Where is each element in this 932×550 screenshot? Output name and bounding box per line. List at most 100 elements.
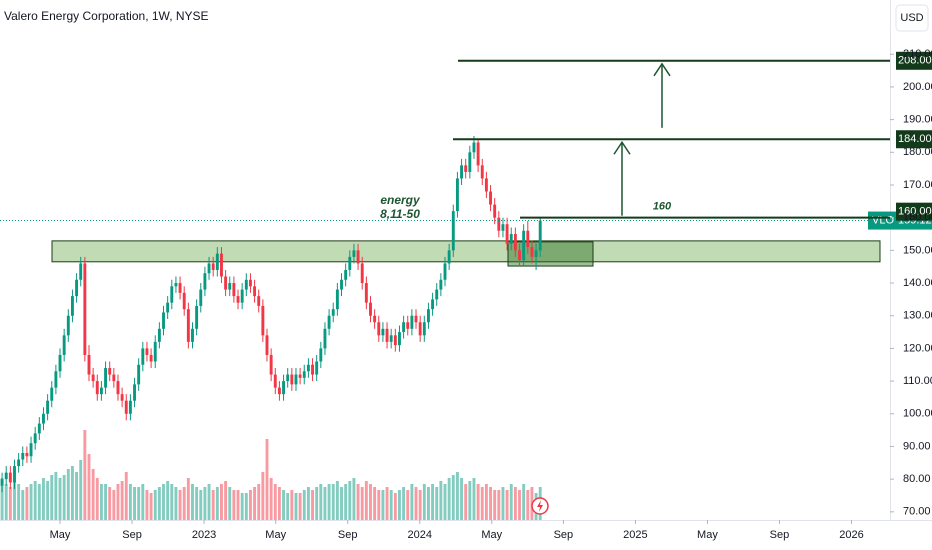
candle-body — [120, 394, 124, 401]
volume-bar — [476, 484, 480, 520]
volume-bar — [261, 472, 265, 520]
candle-body — [50, 387, 54, 401]
volume-bar — [66, 469, 70, 520]
volume-bar — [377, 490, 381, 520]
candle-body — [315, 361, 319, 375]
volume-bar — [104, 484, 108, 520]
volume-bar — [62, 475, 66, 520]
overlay-layer: VLO159.12208.00184.00160.00160energy8,11… — [0, 51, 932, 230]
x-tick-label: May — [265, 529, 286, 541]
volume-bar — [522, 484, 526, 520]
arrow-head — [613, 140, 631, 155]
volume-bar — [253, 487, 257, 520]
volume-bar — [166, 481, 170, 520]
candle-body — [447, 250, 451, 264]
candle-body — [42, 413, 45, 424]
candle-body — [393, 335, 397, 346]
candle-body — [153, 341, 157, 362]
volume-bar — [348, 481, 352, 520]
candle-body — [352, 250, 356, 257]
candle-body — [29, 443, 33, 457]
support-zone — [507, 241, 594, 267]
volume-bar — [273, 484, 277, 520]
candle-body — [186, 309, 190, 342]
candle-body — [344, 269, 348, 280]
volume-bar — [8, 487, 12, 520]
candle-body — [406, 322, 410, 329]
volume-bar — [137, 487, 141, 520]
volume-bar — [33, 481, 37, 520]
candle-body — [0, 479, 4, 486]
volume-bar — [149, 493, 153, 520]
volume-bar — [340, 487, 343, 520]
y-tick-label: 140.00 — [903, 277, 932, 289]
level-box — [896, 130, 932, 149]
candle-body — [199, 289, 203, 306]
volume-bar — [364, 481, 368, 520]
currency-button[interactable] — [895, 4, 929, 32]
y-tick-label: 160.00 — [903, 212, 932, 224]
volume-bar — [439, 481, 443, 520]
volume-bar — [277, 487, 281, 520]
volume-bar — [162, 484, 165, 520]
candle-body — [145, 348, 149, 355]
volume-bar — [402, 487, 406, 520]
candle-body — [273, 374, 277, 388]
candle-body — [455, 178, 459, 212]
candle-body — [104, 368, 108, 388]
volume-bar — [286, 493, 290, 520]
volume-bar — [50, 475, 54, 520]
candle-body — [530, 247, 534, 257]
candle-body — [306, 364, 310, 372]
volume-bar — [0, 478, 4, 520]
volume-bar — [124, 472, 128, 520]
volume-bar — [410, 484, 414, 520]
volume-bar — [327, 484, 331, 520]
candle-body — [493, 204, 497, 218]
volume-bar — [174, 487, 178, 520]
x-tick-label: Sep — [122, 529, 142, 541]
candle-body — [451, 211, 455, 251]
volume-bar — [526, 490, 530, 520]
volume-bar — [315, 487, 319, 520]
candle-body — [25, 452, 29, 457]
candle-body — [265, 335, 269, 355]
candle-body — [75, 279, 79, 297]
annotation-text: energy — [380, 193, 421, 207]
candle-body — [509, 234, 513, 244]
candle-body — [141, 348, 145, 365]
candle-body — [170, 286, 174, 303]
candle-body — [248, 279, 252, 287]
candle-body — [58, 354, 62, 372]
y-tick-label: 90.00 — [903, 440, 931, 452]
y-tick-label: 80.00 — [903, 473, 931, 485]
y-tick-label: 130.00 — [903, 310, 932, 322]
volume-bar — [406, 490, 410, 520]
volume-bar — [191, 484, 194, 520]
volume-bar — [468, 481, 472, 520]
y-tick-label: 100.00 — [903, 408, 932, 420]
candle-body — [195, 305, 199, 329]
candle-body — [79, 263, 83, 280]
volume-bar — [331, 484, 335, 520]
volume-bar — [133, 487, 136, 520]
volume-bar — [220, 484, 223, 520]
volume-bar — [25, 487, 29, 520]
volume-bar — [13, 481, 16, 520]
volume-bar — [236, 490, 240, 520]
candle-body — [87, 354, 91, 375]
y-tick-label: 210.00 — [903, 48, 932, 60]
candle-body — [33, 433, 37, 444]
volume-bar — [232, 490, 236, 520]
volume-bar — [79, 460, 83, 520]
volume-bar — [381, 490, 385, 520]
candle-body — [360, 263, 364, 284]
candle-body — [476, 142, 480, 166]
candle-body — [381, 328, 385, 336]
candle-body — [8, 472, 12, 483]
volume-bar — [108, 487, 112, 520]
volume-bar — [431, 484, 435, 520]
volume-bar — [269, 478, 273, 520]
candle-body — [224, 276, 228, 290]
volume-bar — [294, 493, 298, 520]
